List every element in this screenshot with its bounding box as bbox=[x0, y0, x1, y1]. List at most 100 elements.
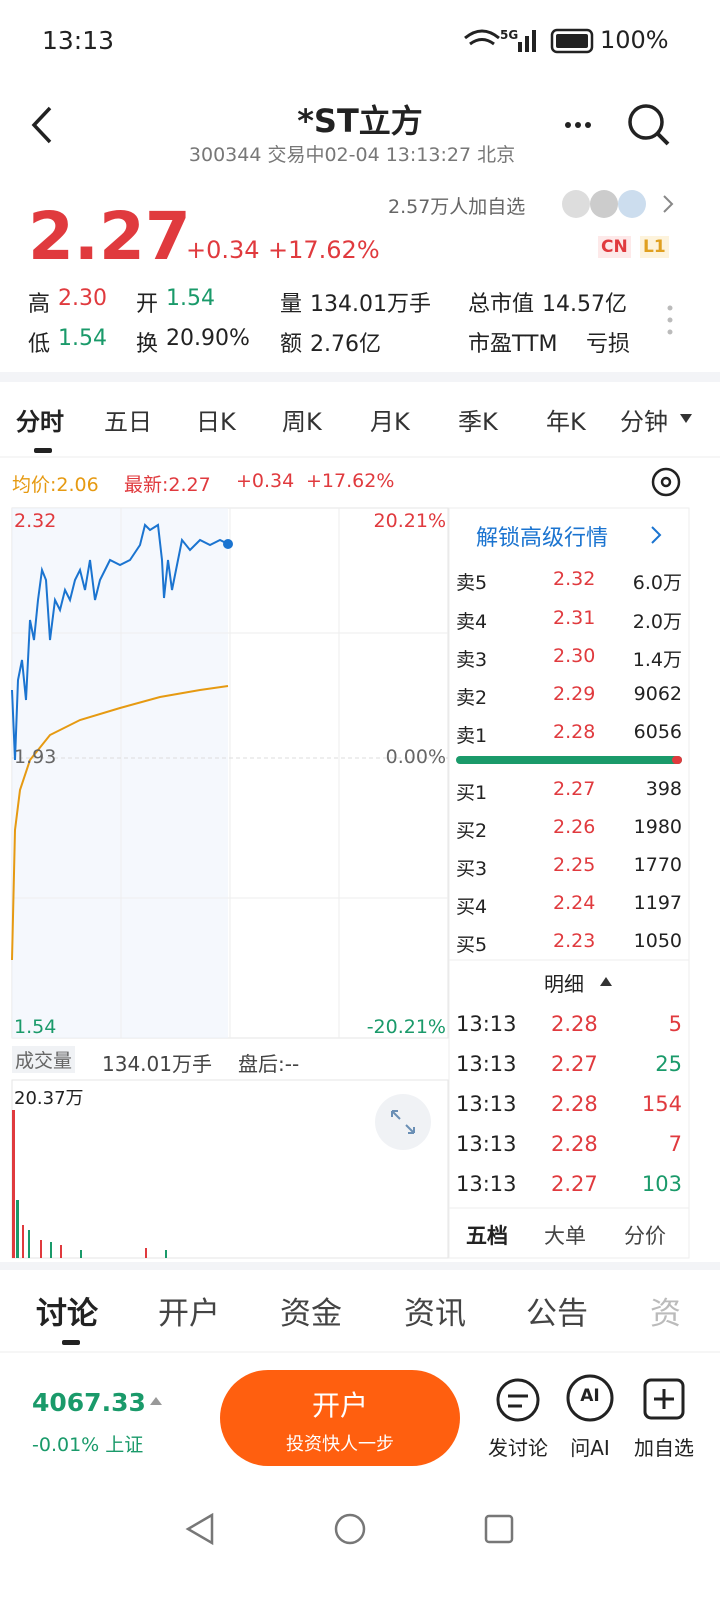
axis-label: 1.54 bbox=[14, 1016, 57, 1038]
book-label: 卖4 bbox=[456, 611, 488, 633]
stat-value: 1.54 bbox=[166, 286, 215, 311]
tab[interactable]: 季K bbox=[458, 408, 498, 436]
trade-volume: 5 bbox=[668, 1012, 682, 1036]
book-tab[interactable]: 分价 bbox=[624, 1224, 666, 1248]
open-title: 开户 bbox=[311, 1389, 368, 1422]
chart-change: +0.34 bbox=[236, 470, 295, 492]
book-volume: 9062 bbox=[633, 683, 682, 705]
bottom-tab[interactable]: 资 bbox=[650, 1296, 681, 1332]
trade-volume: 25 bbox=[655, 1052, 682, 1076]
after-hours: 盘后:-- bbox=[238, 1052, 300, 1076]
bottom-tab[interactable]: 讨论 bbox=[36, 1296, 98, 1332]
book-volume: 1050 bbox=[633, 930, 682, 952]
stat-value: 20.90% bbox=[166, 326, 250, 351]
book-price: 2.26 bbox=[553, 816, 596, 838]
action[interactable]: 加自选 bbox=[634, 1436, 694, 1460]
book-volume: 1770 bbox=[633, 854, 682, 876]
volume-max: 20.37万 bbox=[14, 1088, 84, 1109]
action[interactable]: 发讨论 bbox=[488, 1436, 548, 1460]
open-account-button[interactable] bbox=[220, 1370, 460, 1466]
stat-value: 2.76亿 bbox=[310, 332, 381, 357]
book-volume: 398 bbox=[645, 778, 682, 800]
trade-volume: 154 bbox=[641, 1092, 682, 1116]
book-label: 买4 bbox=[456, 896, 488, 918]
book-tab[interactable]: 五档 bbox=[466, 1224, 508, 1248]
book-price: 2.32 bbox=[553, 568, 596, 590]
book-label: 卖5 bbox=[456, 572, 488, 594]
status-time: 13:13 bbox=[42, 26, 115, 55]
bottom-tab[interactable]: 公告 bbox=[526, 1296, 588, 1332]
trade-time: 13:13 bbox=[456, 1052, 517, 1076]
trade-volume: 103 bbox=[641, 1172, 682, 1196]
book-label: 买3 bbox=[456, 858, 488, 880]
stat-value: 1.54 bbox=[58, 326, 107, 351]
book-price: 2.30 bbox=[553, 645, 596, 667]
chart-change-pct: +17.62% bbox=[306, 470, 395, 492]
tab[interactable]: 月K bbox=[370, 408, 410, 436]
volume-label: 成交量 bbox=[12, 1046, 76, 1073]
trade-time: 13:13 bbox=[456, 1012, 517, 1036]
index: 4067.33 bbox=[32, 1388, 146, 1417]
trade-time: 13:13 bbox=[456, 1132, 517, 1156]
book-price: 2.27 bbox=[553, 778, 596, 800]
book-price: 2.28 bbox=[553, 721, 596, 743]
stat-label: 低 bbox=[28, 332, 51, 357]
book-tab[interactable]: 大单 bbox=[544, 1224, 586, 1248]
book-volume: 1197 bbox=[633, 892, 682, 914]
battery: 100% bbox=[600, 26, 669, 54]
tab[interactable]: 日K bbox=[196, 408, 236, 436]
badge: L1 bbox=[640, 236, 669, 258]
stat-label: 换 bbox=[136, 332, 159, 357]
trade-volume: 7 bbox=[668, 1132, 682, 1156]
axis-label: 0.00% bbox=[385, 746, 446, 768]
book-label: 卖1 bbox=[456, 725, 488, 747]
detail: 明细 bbox=[544, 972, 584, 996]
unlock-link[interactable]: 解锁高级行情 bbox=[476, 526, 609, 551]
book-price: 2.31 bbox=[553, 607, 596, 629]
trade-price: 2.28 bbox=[551, 1012, 598, 1036]
index-change: -0.01% 上证 bbox=[32, 1434, 144, 1456]
stat-value: 134.01万手 bbox=[310, 292, 431, 317]
trade-price: 2.28 bbox=[551, 1092, 598, 1116]
title: *ST立方 bbox=[297, 102, 423, 140]
bottom-tab[interactable]: 开户 bbox=[158, 1296, 220, 1332]
subtitle: 300344 交易中02-04 13:13:27 北京 bbox=[188, 144, 516, 166]
axis-label: 20.21% bbox=[373, 510, 446, 532]
trade-price: 2.27 bbox=[551, 1172, 598, 1196]
book-price: 2.24 bbox=[553, 892, 596, 914]
stat-label: 额 bbox=[280, 332, 303, 357]
network: 5G bbox=[500, 28, 519, 42]
stat-value: 亏损 bbox=[586, 332, 631, 357]
book-volume: 1980 bbox=[633, 816, 682, 838]
back[interactable] bbox=[31, 106, 52, 144]
tab[interactable]: 分时 bbox=[16, 408, 64, 436]
watchers: 2.57万人加自选 bbox=[388, 196, 526, 218]
tab[interactable]: 分钟 bbox=[620, 408, 668, 436]
stat-value: 14.57亿 bbox=[542, 292, 627, 317]
axis-label: 1.93 bbox=[14, 746, 57, 768]
bottom-tab[interactable]: 资金 bbox=[280, 1296, 342, 1332]
stat-label: 总市值 bbox=[468, 292, 535, 317]
bottom-tab[interactable]: 资讯 bbox=[404, 1296, 466, 1332]
trade-time: 13:13 bbox=[456, 1172, 517, 1196]
avg-price: 均价:2.06 bbox=[12, 474, 99, 496]
stat-label: 开 bbox=[136, 292, 159, 317]
tab[interactable]: 周K bbox=[282, 408, 322, 436]
book-volume: 2.0万 bbox=[632, 611, 682, 633]
axis-label: -20.21% bbox=[366, 1016, 446, 1038]
action[interactable]: 问AI bbox=[570, 1436, 610, 1460]
trade-price: 2.27 bbox=[551, 1052, 598, 1076]
stat-label: 量 bbox=[280, 292, 303, 317]
tab[interactable]: 五日 bbox=[104, 408, 152, 436]
book-price: 2.25 bbox=[553, 854, 596, 876]
ai-icon: AI bbox=[580, 1386, 600, 1406]
tab[interactable]: 年K bbox=[546, 408, 586, 436]
volume: 134.01万手 bbox=[102, 1052, 212, 1076]
trade-time: 13:13 bbox=[456, 1092, 517, 1116]
stat-label: 市盈TTM bbox=[468, 332, 558, 357]
trade-price: 2.28 bbox=[551, 1132, 598, 1156]
stat-value: 2.30 bbox=[58, 286, 107, 311]
book-label: 买5 bbox=[456, 934, 488, 956]
